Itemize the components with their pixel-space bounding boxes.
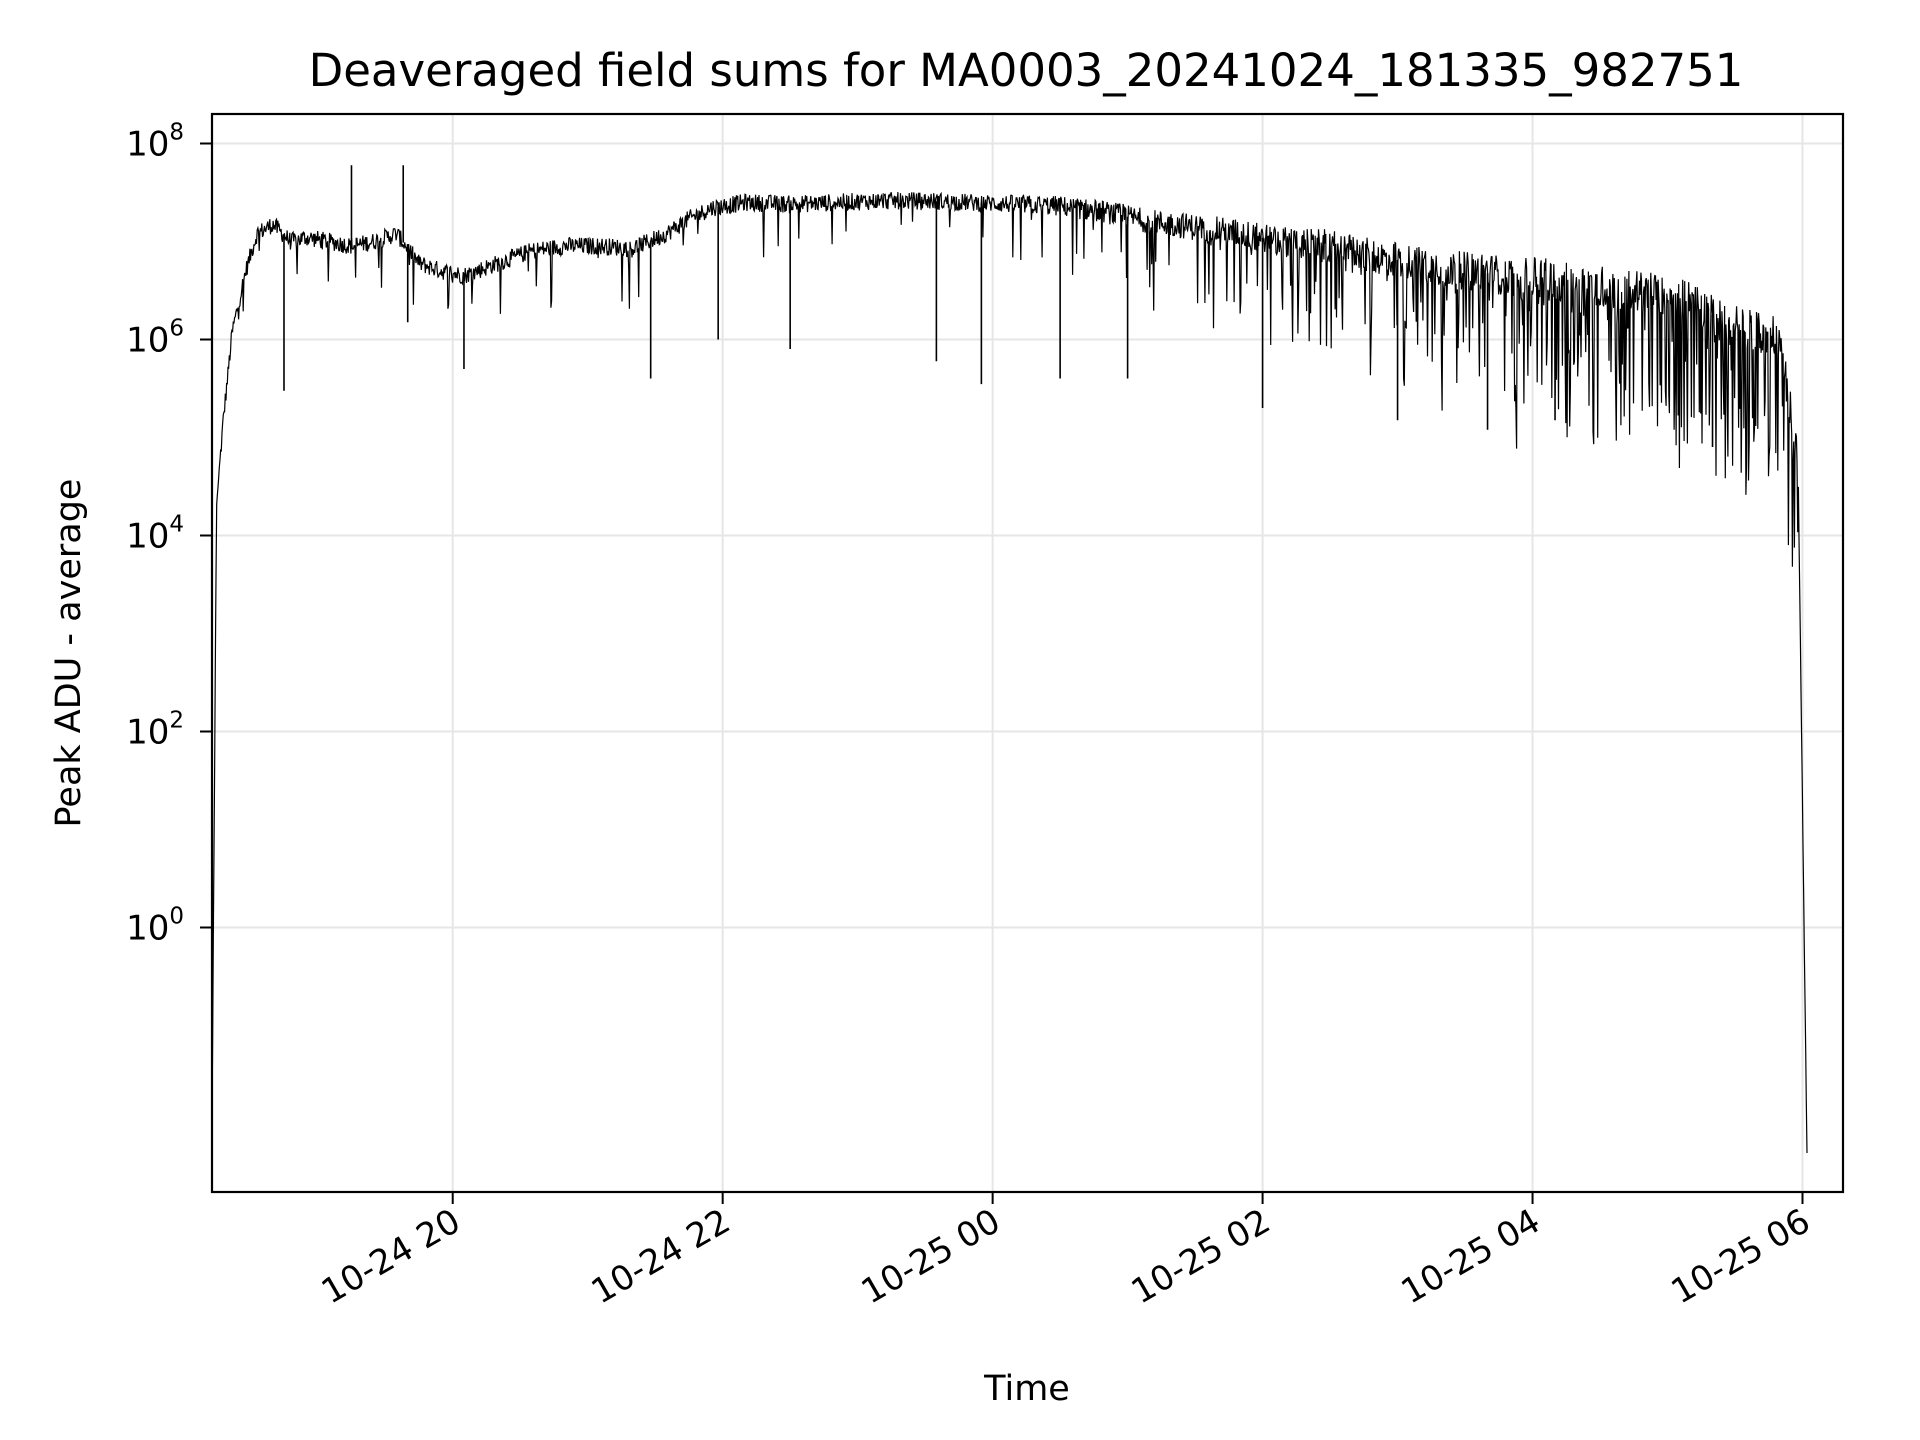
- chart-title: Deaveraged field sums for MA0003_2024102…: [309, 44, 1744, 97]
- series-line: [211, 191, 1808, 1154]
- y-tick-label: 104: [126, 512, 184, 557]
- y-tick-label: 100: [126, 904, 184, 949]
- y-axis-label: Peak ADU - average: [49, 479, 89, 828]
- data-layer: [211, 165, 1808, 1154]
- y-tick-label: 106: [126, 316, 184, 361]
- y-tick-label: 108: [126, 120, 184, 165]
- plot-frame: [210, 112, 1845, 1194]
- y-tick-label: 102: [126, 708, 184, 753]
- x-axis-label: Time: [983, 1369, 1070, 1409]
